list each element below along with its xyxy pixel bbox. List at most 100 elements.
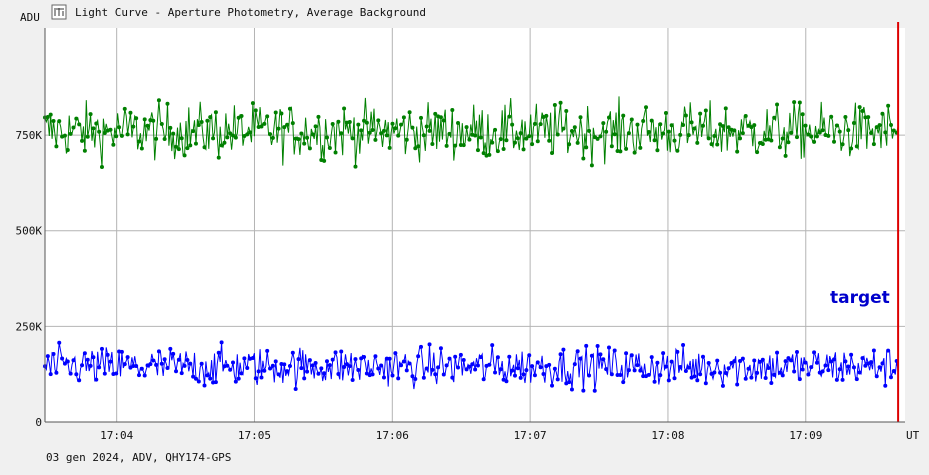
data-point <box>498 367 503 372</box>
series-target <box>43 340 899 393</box>
data-point <box>814 134 819 139</box>
series-comparison <box>43 96 899 170</box>
data-point <box>715 358 720 363</box>
x-axis-label: UT <box>906 429 920 442</box>
data-point <box>151 358 156 363</box>
data-point <box>213 110 218 115</box>
data-point <box>94 377 99 382</box>
data-point <box>666 129 671 134</box>
data-point <box>709 142 714 147</box>
data-point <box>114 371 119 376</box>
data-point <box>883 383 888 388</box>
data-point <box>196 122 201 127</box>
data-point <box>99 165 104 170</box>
data-point <box>561 347 566 352</box>
data-point <box>390 373 395 378</box>
data-point <box>498 137 503 142</box>
data-point <box>857 370 862 375</box>
data-point <box>310 132 315 137</box>
data-point <box>401 359 406 364</box>
data-point <box>521 372 526 377</box>
data-point <box>57 119 62 124</box>
data-point <box>837 129 842 134</box>
data-point <box>669 123 674 128</box>
data-point <box>151 118 156 123</box>
data-point <box>475 363 480 368</box>
data-point <box>652 379 657 384</box>
data-point <box>880 111 885 116</box>
data-point <box>527 353 532 358</box>
data-point <box>253 376 258 381</box>
data-point <box>256 369 261 374</box>
data-point <box>373 137 378 142</box>
data-point <box>843 359 848 364</box>
data-point <box>521 147 526 152</box>
data-point <box>307 358 312 363</box>
data-point <box>589 353 594 358</box>
data-point <box>108 127 113 132</box>
data-point <box>746 366 751 371</box>
data-point <box>384 133 389 138</box>
data-point <box>578 356 583 361</box>
data-point <box>259 124 264 129</box>
data-point <box>336 371 341 376</box>
data-point <box>191 374 196 379</box>
data-point <box>191 129 196 134</box>
data-point <box>569 387 574 392</box>
data-point <box>558 100 563 105</box>
data-point <box>373 354 378 359</box>
data-point <box>854 377 859 382</box>
data-point <box>179 136 184 141</box>
data-point <box>333 150 338 155</box>
data-point <box>307 146 312 151</box>
data-point <box>621 380 626 385</box>
data-point <box>279 111 284 116</box>
data-point <box>698 372 703 377</box>
data-point <box>287 363 292 368</box>
data-point <box>159 121 164 126</box>
data-point <box>381 375 386 380</box>
data-point <box>888 375 893 380</box>
data-point <box>225 363 230 368</box>
data-point <box>589 163 594 168</box>
data-point <box>789 358 794 363</box>
data-point <box>336 119 341 124</box>
data-point <box>176 147 181 152</box>
data-point <box>441 372 446 377</box>
data-point <box>45 354 50 359</box>
data-point <box>552 366 557 371</box>
data-point <box>185 146 190 151</box>
data-point <box>393 351 398 356</box>
data-point <box>646 130 651 135</box>
data-point <box>663 364 668 369</box>
data-point <box>874 374 879 379</box>
data-point <box>208 376 213 381</box>
data-point <box>350 378 355 383</box>
data-point <box>877 123 882 128</box>
data-point <box>51 352 56 357</box>
data-point <box>367 130 372 135</box>
data-point <box>780 136 785 141</box>
data-point <box>421 375 426 380</box>
data-point <box>481 151 486 156</box>
data-point <box>196 379 201 384</box>
data-point <box>760 141 765 146</box>
data-point <box>532 121 537 126</box>
data-point <box>504 379 509 384</box>
data-point <box>156 349 161 354</box>
data-point <box>646 372 651 377</box>
data-point <box>777 370 782 375</box>
data-point <box>524 136 529 141</box>
data-point <box>834 377 839 382</box>
data-point <box>567 380 572 385</box>
data-point <box>54 144 59 149</box>
data-point <box>230 360 235 365</box>
data-point <box>276 126 281 131</box>
data-point <box>681 342 686 347</box>
data-point <box>495 149 500 154</box>
data-point <box>322 158 327 163</box>
data-point <box>330 357 335 362</box>
chart-icon[interactable] <box>51 4 67 20</box>
series-layer <box>43 96 899 393</box>
data-point <box>675 349 680 354</box>
